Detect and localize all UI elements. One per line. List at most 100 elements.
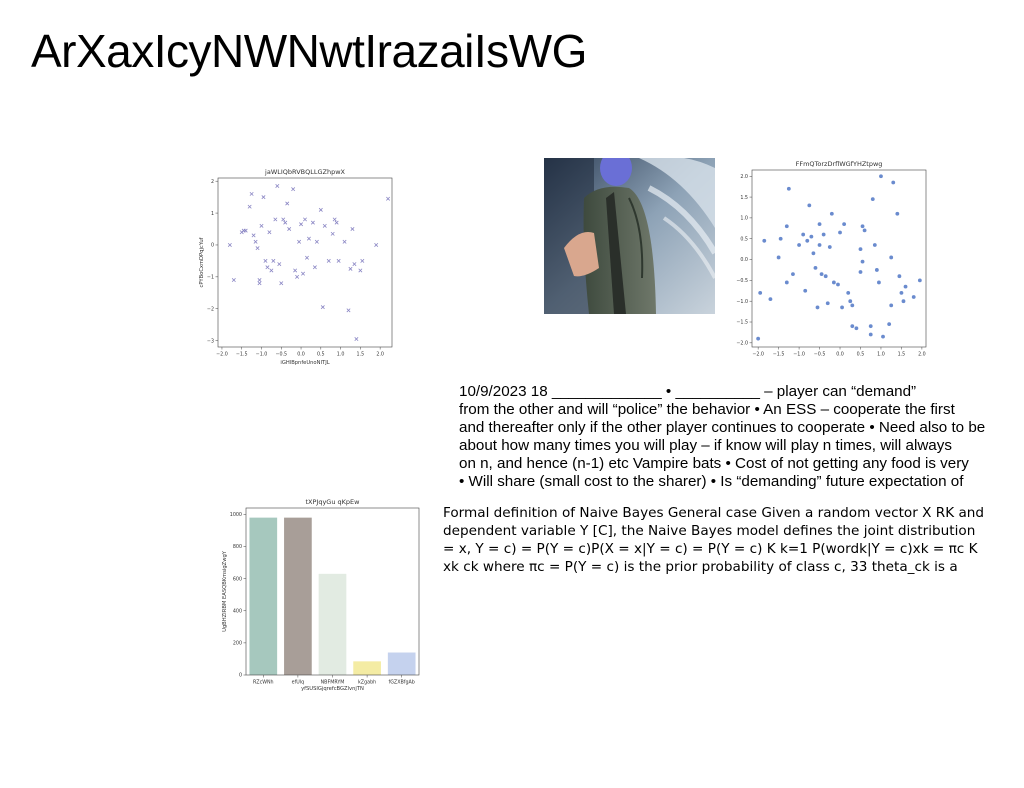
x-tick-label: NBFMRYM [321, 680, 345, 686]
data-point [889, 303, 894, 308]
data-point [295, 274, 300, 279]
x-axis-label: iGHlBpnfeUnoNITJL [280, 360, 329, 366]
page-title: ArXaxIcyNWNwtIrazaiIsWG [31, 25, 587, 77]
y-tick-label: −1.5 [736, 320, 748, 326]
data-point [334, 220, 339, 225]
text-line: xk ck where πc = P(Y = c) is the prior p… [443, 559, 958, 575]
data-point [299, 222, 304, 227]
x-tick-label: fGZXBfgAb [389, 680, 415, 686]
y-tick-label: 0.0 [740, 257, 748, 263]
data-point [283, 220, 288, 225]
data-point [891, 180, 896, 185]
data-point [342, 239, 347, 244]
data-point [776, 255, 781, 260]
x-tick-label: 0.5 [317, 352, 325, 358]
text-block-naive-bayes: Formal definition of Naive Bayes General… [443, 504, 1018, 576]
text-block-game-theory: 10/9/2023 18 _____________ • __________ … [459, 383, 1015, 491]
data-point [868, 332, 873, 337]
y-tick-label: 0 [239, 673, 242, 679]
data-point [784, 280, 789, 285]
y-tick-label: 2 [211, 179, 214, 185]
data-point [310, 220, 315, 225]
data-point [877, 280, 881, 285]
data-point [817, 222, 822, 227]
data-point [872, 243, 877, 247]
text-line: from the other and will “police” the beh… [459, 401, 955, 418]
y-tick-label: −2 [207, 306, 214, 312]
data-point [823, 274, 828, 279]
data-point [858, 247, 863, 252]
data-point [247, 204, 252, 209]
data-point [265, 265, 270, 270]
data-point [318, 207, 323, 212]
x-tick-label: efUlq [292, 680, 305, 686]
data-point [821, 232, 826, 237]
bar [249, 517, 278, 675]
bar [318, 573, 347, 675]
data-point [786, 186, 791, 191]
data-point [911, 295, 916, 299]
x-tick-label: 1.0 [337, 352, 345, 358]
data-point [889, 255, 894, 260]
x-tick-label: −1.0 [793, 352, 805, 358]
y-tick-label: −3 [207, 338, 214, 344]
data-point [267, 230, 272, 235]
data-point [860, 259, 865, 264]
scatter-chart-1: jaWLIQbRVBQLLGZhpwX −2.0 −1.5 −1.0 −0.5 0.0 0.… [196, 164, 396, 370]
data-point [293, 268, 298, 273]
data-point [838, 230, 842, 235]
data-point [281, 217, 286, 222]
data-point [895, 211, 900, 216]
data-point [227, 242, 232, 247]
data-point [350, 227, 355, 232]
x-tick-label: −2.0 [216, 352, 228, 358]
data-point [277, 262, 282, 267]
y-tick-label: 1000 [230, 512, 242, 518]
y-tick-label: −1 [207, 275, 214, 281]
data-point [854, 326, 859, 331]
text-line: 10/9/2023 18 _____________ • __________ … [459, 383, 917, 400]
data-point [263, 258, 268, 263]
data-point [348, 266, 353, 271]
text-line: Formal definition of Naive Bayes General… [443, 505, 985, 521]
bar [353, 661, 381, 675]
data-point [273, 217, 278, 222]
data-point [261, 195, 266, 200]
data-point [249, 191, 254, 196]
data-point [243, 228, 248, 233]
data-point [879, 174, 883, 179]
data-point [831, 280, 836, 285]
data-point [758, 290, 763, 295]
data-point [332, 217, 337, 222]
data-point [850, 324, 855, 329]
data-point [320, 305, 325, 310]
x-tick-label: 0.0 [297, 352, 305, 358]
data-point [354, 337, 359, 342]
data-point [813, 265, 818, 270]
y-tick-label: −1.0 [736, 299, 748, 305]
data-point [897, 274, 902, 279]
data-point [811, 251, 816, 256]
data-point [253, 239, 258, 244]
bar [387, 652, 416, 675]
data-point [815, 305, 820, 310]
x-tick-label: 1.5 [898, 352, 906, 358]
data-point [768, 297, 773, 302]
data-point [259, 223, 264, 228]
data-point [881, 334, 885, 339]
y-axis-label: UgBHZIRBM EASQBKmsigZwgY [222, 550, 228, 632]
x-tick-label: 1.0 [877, 352, 885, 358]
x-tick-label: −2.0 [752, 352, 764, 358]
x-tick-label: 1.5 [357, 352, 365, 358]
data-point [817, 243, 822, 247]
data-point [791, 272, 795, 277]
data-point [301, 271, 306, 276]
x-tick-label: −0.5 [275, 352, 287, 358]
y-tick-label: 800 [233, 544, 242, 550]
data-point [251, 233, 256, 238]
data-point [840, 305, 844, 310]
data-point [887, 322, 892, 326]
data-point [756, 336, 761, 341]
data-point [287, 227, 292, 232]
data-point [285, 201, 290, 206]
